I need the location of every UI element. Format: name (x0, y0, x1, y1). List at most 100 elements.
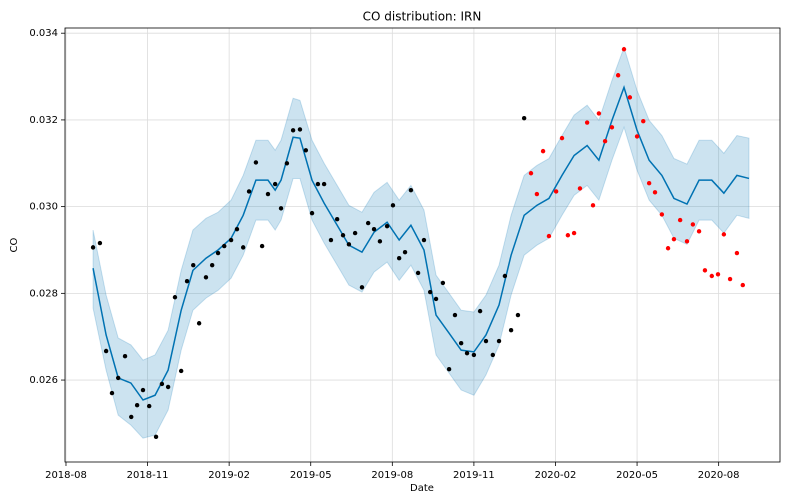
actual-point (427, 289, 433, 295)
actual-point (377, 239, 383, 244)
test-point (641, 119, 646, 124)
actual-point (352, 230, 358, 236)
test-point (584, 120, 590, 125)
x-tick-label: 2019-11 (453, 470, 495, 481)
actual-point (90, 245, 96, 250)
actual-point (253, 160, 259, 165)
actual-point (184, 279, 190, 284)
actual-point (483, 338, 489, 344)
test-point (540, 148, 546, 154)
test-point (559, 135, 565, 141)
test-point (740, 282, 745, 288)
y-tick-label: 0.034 (29, 28, 58, 39)
test-point (577, 186, 583, 191)
actual-point (246, 189, 252, 194)
test-point (696, 229, 702, 234)
actual-point (346, 242, 352, 247)
actual-point (265, 191, 271, 197)
actual-point (452, 312, 458, 318)
actual-point (109, 390, 115, 396)
actual-point (222, 243, 227, 249)
actual-point (421, 237, 427, 243)
test-point (690, 222, 696, 227)
actual-point (464, 350, 470, 356)
actual-point (129, 414, 134, 420)
actual-point (471, 352, 477, 358)
actual-point (115, 375, 121, 381)
test-point (684, 239, 690, 244)
test-point (671, 236, 677, 242)
actual-point (328, 237, 334, 243)
actual-point (490, 352, 496, 358)
actual-point (284, 161, 290, 166)
y-tick-label: 0.028 (29, 288, 58, 299)
test-point (534, 191, 540, 197)
actual-point (234, 226, 240, 232)
test-point (565, 233, 571, 238)
test-point (627, 95, 633, 100)
actual-point (178, 368, 184, 374)
actual-point (203, 275, 209, 280)
actual-point (272, 181, 278, 187)
actual-point (521, 115, 527, 121)
actual-point (433, 296, 439, 302)
actual-point (384, 223, 390, 229)
actual-point (502, 273, 508, 279)
actual-point (140, 387, 146, 393)
test-point (634, 134, 640, 139)
plot-frame (64, 27, 781, 463)
test-point (659, 212, 665, 217)
test-point (702, 268, 708, 273)
test-point (546, 233, 552, 239)
actual-point (515, 312, 521, 318)
test-point (677, 217, 683, 223)
y-axis-label: CO (9, 237, 20, 252)
test-point (709, 273, 714, 279)
y-tick-label: 0.030 (29, 202, 58, 213)
x-tick-label: 2020-02 (535, 470, 577, 481)
actual-point (165, 384, 171, 390)
test-point (571, 230, 577, 236)
actual-point (209, 262, 215, 268)
test-point (727, 276, 733, 282)
x-axis-label: Date (410, 483, 434, 494)
test-point (553, 189, 559, 194)
actual-point (508, 327, 514, 333)
actual-point (122, 354, 128, 359)
actual-point (408, 187, 414, 193)
test-point (590, 203, 596, 208)
actual-point (134, 403, 140, 408)
actual-point (215, 250, 221, 256)
chart-title: CO distribution: IRN (363, 10, 482, 24)
actual-point (259, 243, 265, 249)
actual-point (321, 181, 327, 187)
forecast-line (92, 85, 750, 401)
test-point (721, 232, 727, 237)
actual-point (446, 367, 452, 372)
test-point (652, 190, 658, 195)
y-tick-label: 0.026 (29, 375, 58, 386)
actual-point (334, 217, 340, 222)
test-point (734, 250, 740, 256)
x-tick-label: 2020-08 (698, 470, 740, 481)
actual-point (415, 270, 421, 276)
x-tick-label: 2018-11 (127, 470, 169, 481)
actual-point (396, 256, 402, 261)
actual-point (365, 220, 371, 226)
test-point (665, 246, 671, 251)
actual-point (359, 285, 365, 290)
test-point (621, 47, 627, 52)
test-point (596, 111, 602, 116)
x-tick-label: 2019-08 (371, 470, 413, 481)
x-tick-label: 2019-05 (290, 470, 332, 481)
test-point (615, 73, 621, 78)
actual-point (103, 348, 109, 354)
actual-point (496, 338, 502, 344)
actual-point (146, 403, 152, 409)
actual-point (303, 148, 309, 153)
actual-point (309, 210, 315, 216)
test-point (715, 272, 721, 277)
actual-point (440, 280, 446, 286)
